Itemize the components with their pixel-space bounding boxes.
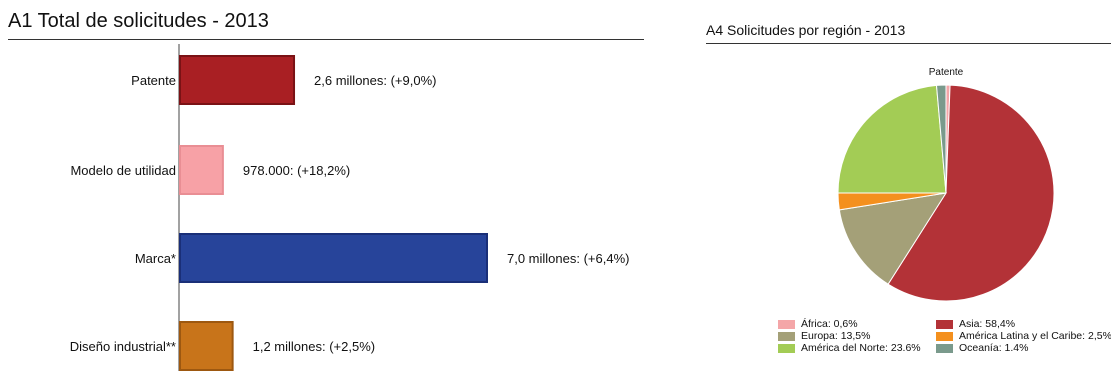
legend-swatch: [936, 331, 953, 341]
region-pie-chart-panel: A4 Solicitudes por región - 2013 Patente…: [700, 0, 1111, 371]
legend-swatch: [936, 319, 953, 329]
legend-label: Asia: 58,4%: [959, 318, 1016, 330]
bar: [179, 233, 488, 283]
pie-slice: [838, 192, 948, 285]
chart-title: A1 Total de solicitudes - 2013: [8, 10, 269, 32]
pie-slice: [837, 84, 947, 194]
data-label: 2,6 millones: (+9,0%): [314, 73, 436, 88]
legend-label: América del Norte: 23.6%: [801, 342, 921, 354]
bar: [179, 145, 224, 195]
legend-swatch: [778, 331, 795, 341]
data-label: 978.000: (+18,2%): [243, 163, 350, 178]
legend-item: Europa: 13,5%: [778, 330, 870, 342]
data-label: 7,0 millones: (+6,4%): [507, 251, 629, 266]
category-label: Diseño industrial**: [70, 339, 176, 354]
pie-slice: [935, 84, 947, 194]
title-rule: [706, 43, 1111, 44]
legend-label: Europa: 13,5%: [801, 330, 871, 342]
legend-item: América del Norte: 23.6%: [778, 342, 921, 354]
category-label: Marca*: [135, 251, 176, 266]
data-label: 1,2 millones: (+2,5%): [253, 339, 375, 354]
chart-title: A4 Solicitudes por región - 2013: [706, 22, 906, 38]
pie-subtitle: Patente: [929, 67, 964, 78]
legend-swatch: [778, 319, 795, 329]
legend-label: América Latina y el Caribe: 2,5%: [959, 330, 1111, 342]
legend-item: América Latina y el Caribe: 2,5%: [936, 330, 1111, 342]
legend-label: Oceanía: 1.4%: [959, 342, 1029, 354]
legend-item: África: 0,6%: [778, 318, 858, 330]
category-label: Patente: [131, 73, 176, 88]
legend-item: Oceanía: 1.4%: [936, 342, 1028, 354]
legend-swatch: [778, 343, 795, 353]
pie-slice: [887, 84, 1055, 302]
applications-total-chart-panel: A1 Total de solicitudes - 2013 Patente 2,…: [8, 10, 644, 371]
bar-chart: Patente 2,6 millones: (+9,0%) Modelo de ut…: [70, 44, 629, 371]
pie-chart: Patente: [837, 67, 1055, 302]
legend-label: África: 0,6%: [801, 318, 858, 330]
legend-item: Asia: 58,4%: [936, 318, 1015, 330]
title-rule: [8, 39, 644, 40]
category-label: Modelo de utilidad: [70, 163, 176, 178]
bar: [179, 55, 296, 105]
bar: [179, 321, 234, 371]
legend-swatch: [936, 343, 953, 353]
